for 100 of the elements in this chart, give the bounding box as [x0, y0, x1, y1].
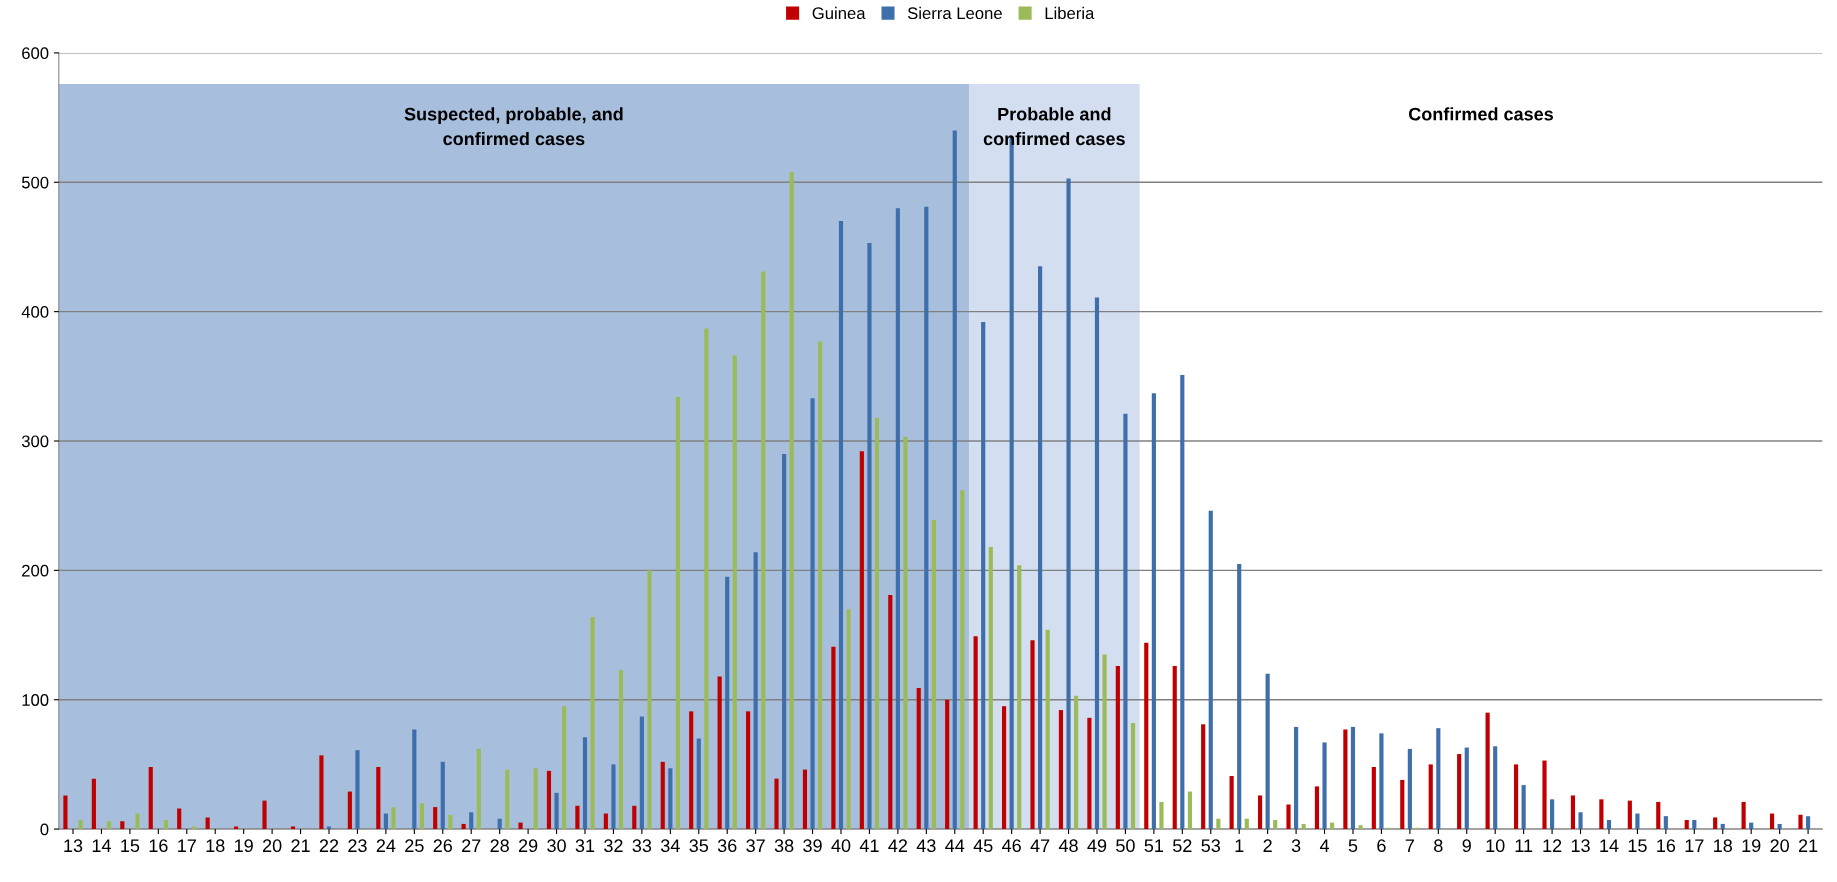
bar [148, 766, 153, 830]
legend-label: Guinea [812, 6, 866, 20]
bar [1172, 666, 1177, 830]
bar [1635, 813, 1640, 830]
x-tick-label: 34 [660, 839, 680, 853]
bar [1692, 820, 1697, 830]
x-tick-label: 16 [1657, 839, 1676, 853]
x-tick-label: 36 [717, 839, 737, 853]
y-tick-label: 300 [21, 435, 49, 448]
bar [1350, 726, 1356, 830]
bar [1663, 816, 1668, 830]
bar [163, 820, 169, 830]
bar [1244, 818, 1249, 830]
bar [895, 208, 900, 830]
bar [505, 769, 510, 830]
bar [1094, 297, 1100, 830]
bar [1130, 723, 1136, 830]
x-tick-label: 43 [916, 839, 936, 853]
bar [924, 206, 929, 830]
x-tick-label: 35 [689, 839, 709, 853]
bar [1550, 799, 1555, 830]
bar [1428, 764, 1433, 830]
bar [732, 355, 737, 830]
x-tick-label: 21 [1798, 839, 1818, 852]
bar [1343, 729, 1348, 830]
bar [1407, 748, 1412, 830]
bar [391, 807, 396, 830]
bar [1713, 817, 1718, 830]
y-tick-label: 500 [21, 176, 49, 189]
bar [533, 768, 538, 830]
bar [106, 821, 112, 830]
bar [376, 766, 381, 830]
bar [1578, 812, 1583, 830]
bar [838, 221, 844, 830]
bar [205, 817, 210, 830]
bar [448, 814, 453, 830]
bar [704, 328, 709, 830]
x-tick-label: 50 [1116, 839, 1135, 853]
bar [1436, 728, 1441, 830]
x-tick-label: 11 [1515, 839, 1533, 852]
bar [1038, 266, 1043, 830]
bar [1493, 746, 1498, 830]
bar [546, 770, 552, 830]
bar [1187, 791, 1192, 830]
bar [1542, 760, 1547, 830]
bar [867, 243, 872, 830]
bar [1144, 642, 1149, 830]
bar [63, 795, 68, 830]
bar [859, 451, 864, 830]
bar [1273, 820, 1278, 830]
bar [1806, 816, 1811, 830]
bar [1464, 747, 1469, 830]
x-tick-label: 44 [945, 839, 965, 852]
bar [1301, 823, 1306, 830]
y-tick-label: 400 [21, 306, 49, 318]
x-tick-label: 31 [575, 839, 595, 853]
bar [1684, 820, 1689, 830]
bar [1216, 818, 1221, 830]
bar [590, 616, 595, 830]
legend-label: Liberia [1045, 6, 1095, 20]
bar [1087, 717, 1092, 830]
bar [383, 813, 388, 830]
bar [497, 818, 502, 830]
x-tick-label: 53 [1201, 839, 1221, 853]
x-tick-label: 8 [1434, 839, 1443, 853]
bar [1521, 785, 1526, 830]
bar [91, 778, 96, 830]
band-label: Suspected, probable, and confirmed cases [404, 107, 623, 146]
x-tick-label: 15 [121, 839, 140, 853]
bar [440, 761, 445, 830]
y-tick-label: 600 [22, 47, 49, 60]
bar [632, 805, 637, 830]
x-tick-label: 47 [1030, 839, 1050, 852]
bar [689, 711, 694, 830]
x-tick-label: 21 [291, 839, 310, 852]
bar [611, 764, 616, 830]
bar [469, 812, 474, 830]
bar [753, 552, 758, 830]
bar [1322, 742, 1327, 830]
x-tick-label: 48 [1058, 839, 1078, 853]
bar [647, 570, 652, 830]
bar [1314, 786, 1320, 830]
x-tick-label: 17 [1685, 839, 1704, 852]
bar [1151, 393, 1156, 830]
bar [262, 800, 267, 830]
bar [433, 807, 438, 830]
bar [476, 748, 481, 830]
bar [1570, 795, 1576, 830]
x-tick-label: 32 [604, 839, 623, 853]
bar [319, 755, 324, 830]
bar [761, 271, 766, 830]
bar [973, 636, 978, 830]
bar [1123, 413, 1128, 830]
bar [1257, 795, 1263, 830]
x-tick-label: 13 [64, 839, 83, 853]
bar [1720, 823, 1725, 830]
x-tick-label: 37 [746, 839, 765, 853]
bar [1371, 766, 1376, 830]
bar [1201, 724, 1206, 830]
annotation: Confirmed cases [1408, 107, 1553, 121]
